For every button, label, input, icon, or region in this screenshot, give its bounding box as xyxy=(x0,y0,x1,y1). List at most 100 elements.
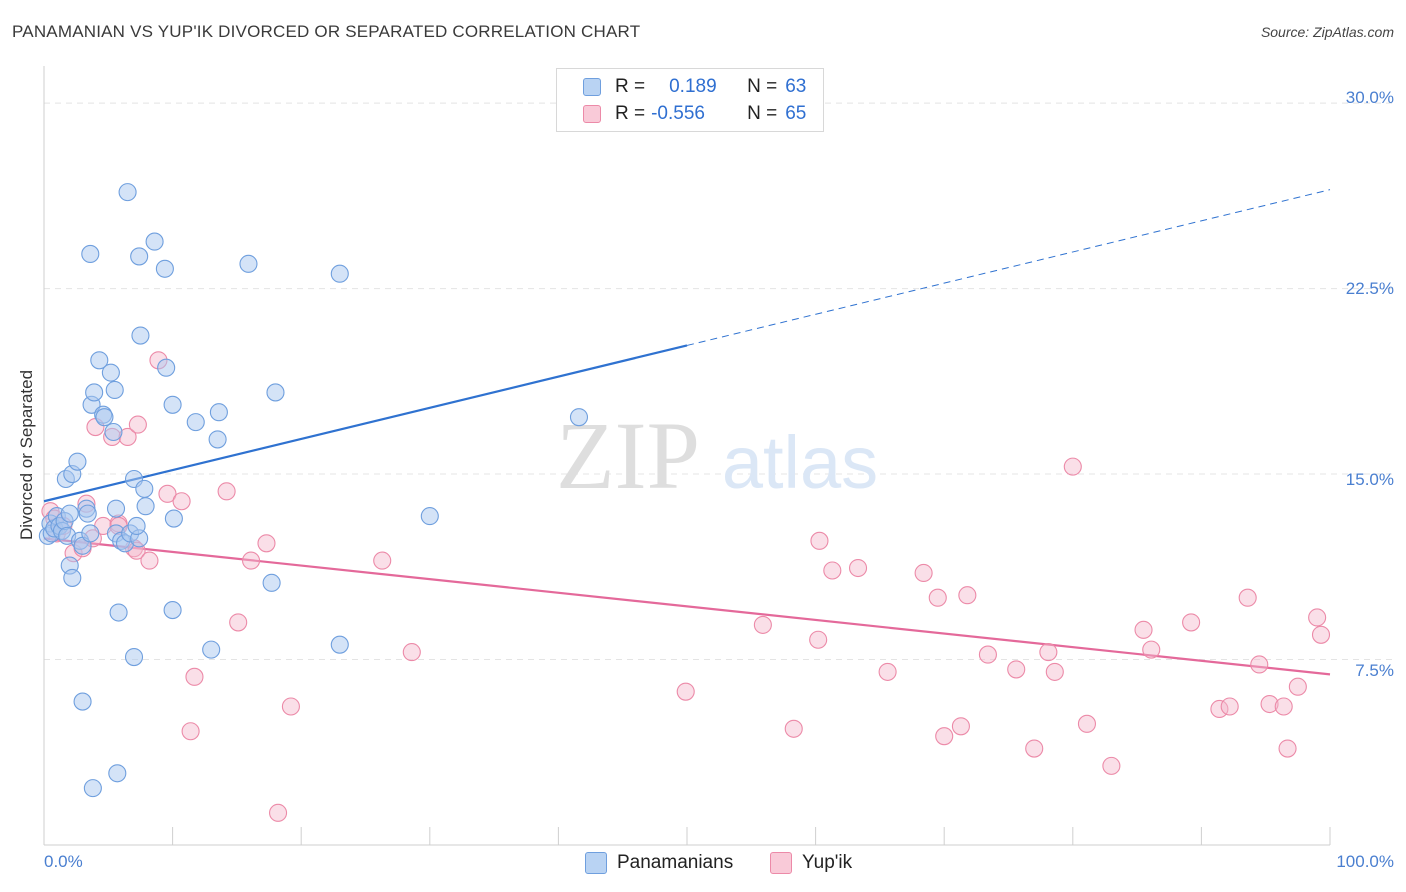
yupik-point xyxy=(185,667,204,686)
panamanian-point xyxy=(108,764,127,783)
legend-item-panamanians: Panamanians xyxy=(585,852,733,874)
yupik-point xyxy=(1063,457,1082,476)
yupik-point xyxy=(878,662,897,681)
panamanian-point xyxy=(81,244,100,263)
yupik-point xyxy=(1039,643,1058,662)
grid-lines xyxy=(44,102,1394,661)
yupik-point xyxy=(951,717,970,736)
panamanian-point xyxy=(157,358,176,377)
yupik-point xyxy=(810,531,829,550)
panamanian-point xyxy=(135,479,154,498)
y-tick-label: 22.5% xyxy=(1345,279,1394,298)
panamanian-point xyxy=(78,504,97,523)
yupik-point xyxy=(269,803,288,822)
panamanian-point xyxy=(73,692,92,711)
x-tick-label: 100.0% xyxy=(1336,852,1394,871)
yupik-point xyxy=(1311,625,1331,644)
panamanian-point xyxy=(60,504,79,523)
panamanian-point xyxy=(186,413,205,432)
watermark: ZIP atlas xyxy=(556,402,878,509)
yupik-point xyxy=(128,415,147,434)
yupik-point xyxy=(935,727,954,746)
pink-swatch xyxy=(770,852,792,874)
yupik-point xyxy=(181,722,200,741)
legend-r-label: R = xyxy=(615,76,646,97)
yupik-point xyxy=(281,697,300,716)
panamanian-trend-extension xyxy=(686,189,1331,346)
legend-n-label: N = xyxy=(747,103,778,124)
panamanian-point xyxy=(118,183,137,202)
axes xyxy=(43,66,1331,846)
panamanian-point xyxy=(124,648,144,667)
panamanian-point xyxy=(155,259,174,278)
yupik-point xyxy=(809,630,828,649)
yupik-point xyxy=(1025,739,1044,758)
panamanian-point xyxy=(209,403,228,422)
panamanian-point xyxy=(266,383,285,402)
panamanian-point xyxy=(109,603,128,622)
legend-n-value: 63 xyxy=(785,76,807,97)
trend-lines xyxy=(43,189,1331,676)
chart-source: Source: ZipAtlas.com xyxy=(1260,24,1394,40)
legend-r-value: 0.189 xyxy=(669,76,717,97)
y-tick-label: 7.5% xyxy=(1355,661,1394,680)
panamanian-points xyxy=(38,183,589,798)
yupik-point xyxy=(140,551,159,570)
panamanian-point xyxy=(164,509,183,528)
yupik-point xyxy=(914,563,933,583)
yupik-point xyxy=(928,588,947,607)
panamanian-point xyxy=(202,640,221,659)
panamanian-point xyxy=(262,573,281,592)
correlation-legend: R = 0.189 N = 63 R = -0.556 N = 65 xyxy=(556,68,824,132)
panamanian-point xyxy=(90,351,109,370)
yupik-point xyxy=(1077,714,1096,733)
y-tick-label: 30.0% xyxy=(1345,88,1394,107)
legend-label: Panamanians xyxy=(617,852,734,873)
yupik-point xyxy=(1102,756,1121,775)
panamanian-point xyxy=(145,232,164,251)
panamanian-point xyxy=(163,601,182,620)
yupik-point xyxy=(402,643,421,662)
chart-title: PANAMANIAN VS YUP'IK DIVORCED OR SEPARAT… xyxy=(12,22,641,41)
yupik-point xyxy=(1134,620,1153,639)
legend-row-panamanians: R = 0.189 N = 63 xyxy=(557,74,806,100)
blue-swatch xyxy=(583,78,601,96)
y-axis-label: Divorced or Separated xyxy=(17,369,36,541)
pink-swatch xyxy=(583,105,601,123)
yupik-point xyxy=(784,719,803,738)
panamanian-point xyxy=(420,507,439,526)
legend-n-label: N = xyxy=(747,76,778,97)
yupik-point xyxy=(373,551,392,570)
panamanian-point xyxy=(85,383,104,402)
yupik-point xyxy=(1182,613,1201,632)
y-tick-label: 15.0% xyxy=(1345,470,1394,489)
panamanian-point xyxy=(105,380,124,400)
watermark-atlas: atlas xyxy=(722,421,878,504)
panamanian-point xyxy=(68,452,87,471)
yupik-point xyxy=(1288,677,1307,696)
yupik-point xyxy=(1142,640,1161,659)
panamanian-point xyxy=(130,247,149,266)
yupik-point xyxy=(1250,655,1269,674)
legend-n-value: 65 xyxy=(785,103,807,124)
panamanian-point xyxy=(81,524,100,543)
yupik-point xyxy=(229,613,248,632)
legend-item-yupik: Yup'ik xyxy=(770,852,852,874)
panamanian-point xyxy=(569,408,589,427)
yupik-point xyxy=(172,492,191,511)
yupik-point xyxy=(848,558,868,578)
legend-r-value: -0.556 xyxy=(651,103,705,124)
yupik-point xyxy=(1260,694,1279,714)
panamanian-point xyxy=(330,635,349,654)
panamanian-point xyxy=(63,568,82,587)
panamanian-point xyxy=(131,326,150,345)
yupik-point xyxy=(1220,697,1239,716)
legend-label: Yup'ik xyxy=(802,852,853,873)
yupik-point xyxy=(257,534,276,553)
yupik-point xyxy=(217,482,236,501)
yupik-point xyxy=(241,551,261,570)
panamanian-point xyxy=(83,779,102,798)
legend-r-label: R = xyxy=(615,103,646,124)
panamanian-point xyxy=(330,264,349,283)
